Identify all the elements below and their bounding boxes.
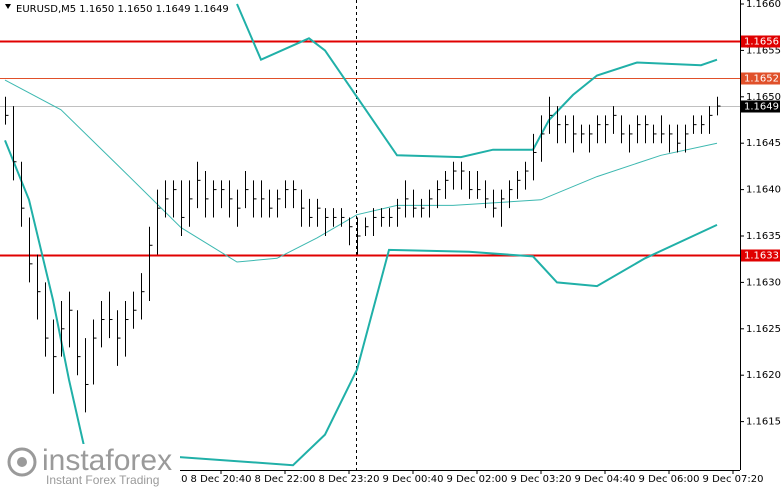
y-tick-label: 1.1660: [746, 0, 781, 10]
logo: instaforex Instant Forex Trading: [0, 444, 180, 489]
current-price-label: 1.1649: [744, 102, 779, 113]
y-tick-label: 1.1645: [746, 138, 781, 149]
plot: [0, 3, 740, 467]
level-label-box: [741, 72, 780, 85]
y-tick-label: 1.1655: [746, 45, 781, 56]
x-tick-label: 9 Dec 04:40: [575, 474, 636, 485]
y-tick-label: 1.1635: [746, 231, 781, 242]
x-tick-label: 8 Dec 20:40: [191, 474, 252, 485]
logo-tagline: Instant Forex Trading: [46, 473, 159, 487]
logo-icon-core: [17, 457, 27, 467]
y-tick-label: 1.1650: [746, 92, 781, 103]
x-tick-label: 9 Dec 03:20: [511, 474, 572, 485]
y-tick-label: 1.1630: [746, 277, 781, 288]
x-tick-label: 9 Dec 00:40: [383, 474, 444, 485]
level-label: 1.1656: [744, 37, 779, 48]
current-price-box: [741, 100, 780, 113]
dropdown-icon: [5, 4, 11, 9]
x-tick-label: 9 Dec 02:00: [447, 474, 508, 485]
indicator-line: [4, 140, 718, 467]
level-label-box: [741, 249, 780, 262]
logo-text: instaforex: [42, 444, 172, 477]
level-label: 1.1652: [744, 74, 779, 85]
indicator-line: [4, 79, 718, 263]
x-tick-label: 9 Dec 06:00: [639, 474, 700, 485]
x-tick-label: 9 Dec 07:20: [703, 474, 764, 485]
logo-icon: [7, 447, 37, 477]
y-tick-label: 1.1625: [746, 324, 781, 335]
indicator-line: [236, 3, 718, 159]
symbol-header: EURUSD,M5 1.1650 1.1650 1.1649 1.1649: [16, 4, 229, 15]
y-tick-label: 1.1620: [746, 370, 781, 381]
level-label: 1.1633: [744, 251, 779, 262]
x-tick-label: 8 Dec 22:00: [255, 474, 316, 485]
x-tick-label: 8 Dec 23:20: [319, 474, 380, 485]
y-tick-label: 1.1640: [746, 185, 781, 196]
level-label-box: [741, 35, 780, 48]
y-tick-label: 1.1615: [746, 417, 781, 428]
